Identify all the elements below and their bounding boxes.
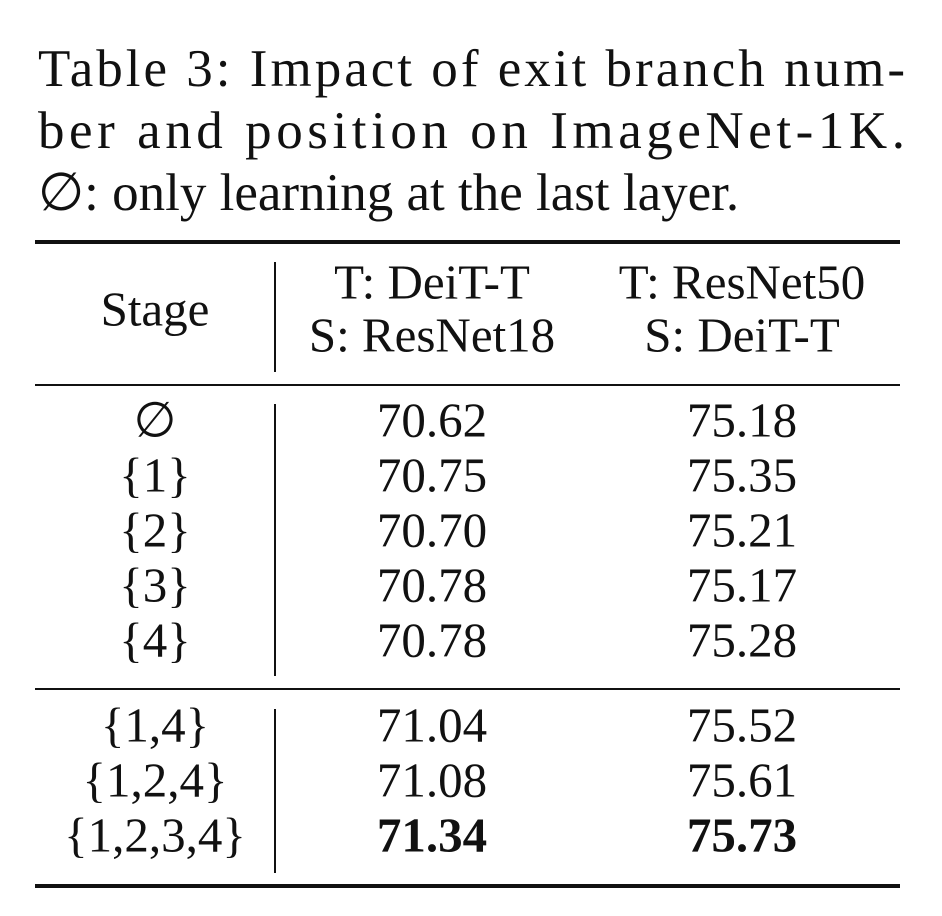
value-cell: 70.78 [377, 557, 487, 612]
header-cell: Stage [101, 281, 210, 336]
value-cell: 70.75 [377, 447, 487, 502]
caption-line: Table 3: Impact of exit branch num- [38, 40, 905, 98]
value-cell: 75.21 [687, 502, 797, 557]
value-cell: 70.78 [377, 612, 487, 667]
header-cell: T: DeiT-T [334, 254, 530, 309]
value-cell: 71.08 [377, 752, 487, 807]
value-cell: 70.62 [377, 392, 487, 447]
value-cell: 75.17 [687, 557, 797, 612]
caption-line: ∅: only learning at the last layer. [38, 164, 739, 222]
stage-cell: {4} [119, 612, 191, 667]
stage-cell: {1,2,4} [82, 752, 227, 807]
stage-cell: ∅ [134, 392, 177, 447]
stage-cell: {1,4} [101, 697, 209, 752]
stage-cell: {1,2,3,4} [64, 807, 246, 862]
stage-cell: {1} [119, 447, 191, 502]
caption-line: ber and position on ImageNet-1K. [38, 102, 905, 160]
value-cell: 75.73 [687, 807, 797, 862]
header-cell: T: ResNet50 [619, 254, 866, 309]
header-cell: S: DeiT-T [644, 307, 840, 362]
value-cell: 75.18 [687, 392, 797, 447]
value-cell: 71.34 [377, 807, 487, 862]
header-cell: S: ResNet18 [309, 307, 555, 362]
value-cell: 75.35 [687, 447, 797, 502]
value-cell: 75.28 [687, 612, 797, 667]
stage-cell: {3} [119, 557, 191, 612]
value-cell: 71.04 [377, 697, 487, 752]
value-cell: 75.61 [687, 752, 797, 807]
value-cell: 75.52 [687, 697, 797, 752]
stage-cell: {2} [119, 502, 191, 557]
value-cell: 70.70 [377, 502, 487, 557]
